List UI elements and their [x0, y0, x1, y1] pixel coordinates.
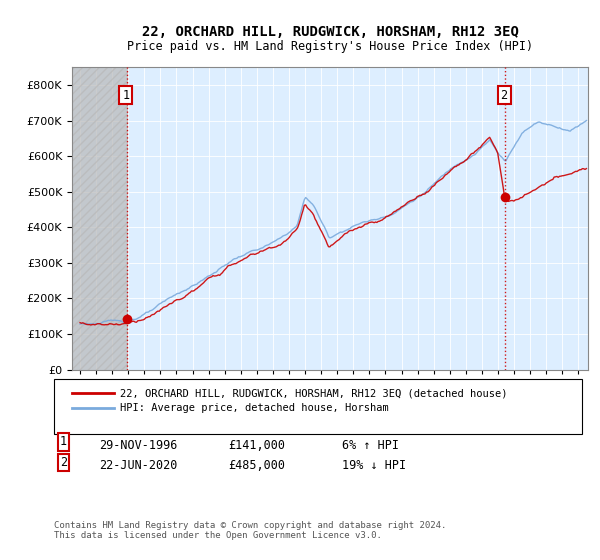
Text: Contains HM Land Registry data © Crown copyright and database right 2024.
This d: Contains HM Land Registry data © Crown c…	[54, 521, 446, 540]
Text: 1: 1	[60, 435, 67, 448]
Bar	[72, 67, 128, 370]
Text: 2: 2	[500, 88, 508, 101]
Text: HPI: Average price, detached house, Horsham: HPI: Average price, detached house, Hors…	[120, 403, 389, 413]
Text: 22-JUN-2020: 22-JUN-2020	[99, 459, 178, 473]
Text: 22, ORCHARD HILL, RUDGWICK, HORSHAM, RH12 3EQ: 22, ORCHARD HILL, RUDGWICK, HORSHAM, RH1…	[142, 25, 518, 39]
Text: Price paid vs. HM Land Registry's House Price Index (HPI): Price paid vs. HM Land Registry's House …	[127, 40, 533, 53]
Text: 22, ORCHARD HILL, RUDGWICK, HORSHAM, RH12 3EQ (detached house): 22, ORCHARD HILL, RUDGWICK, HORSHAM, RH1…	[120, 388, 508, 398]
Text: 2: 2	[60, 456, 67, 469]
Text: £141,000: £141,000	[228, 438, 285, 452]
Text: 19% ↓ HPI: 19% ↓ HPI	[342, 459, 406, 473]
Text: 29-NOV-1996: 29-NOV-1996	[99, 438, 178, 452]
Text: £485,000: £485,000	[228, 459, 285, 473]
Text: 6% ↑ HPI: 6% ↑ HPI	[342, 438, 399, 452]
Text: 1: 1	[122, 88, 129, 101]
